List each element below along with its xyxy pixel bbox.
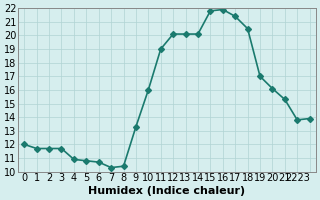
X-axis label: Humidex (Indice chaleur): Humidex (Indice chaleur)	[88, 186, 245, 196]
